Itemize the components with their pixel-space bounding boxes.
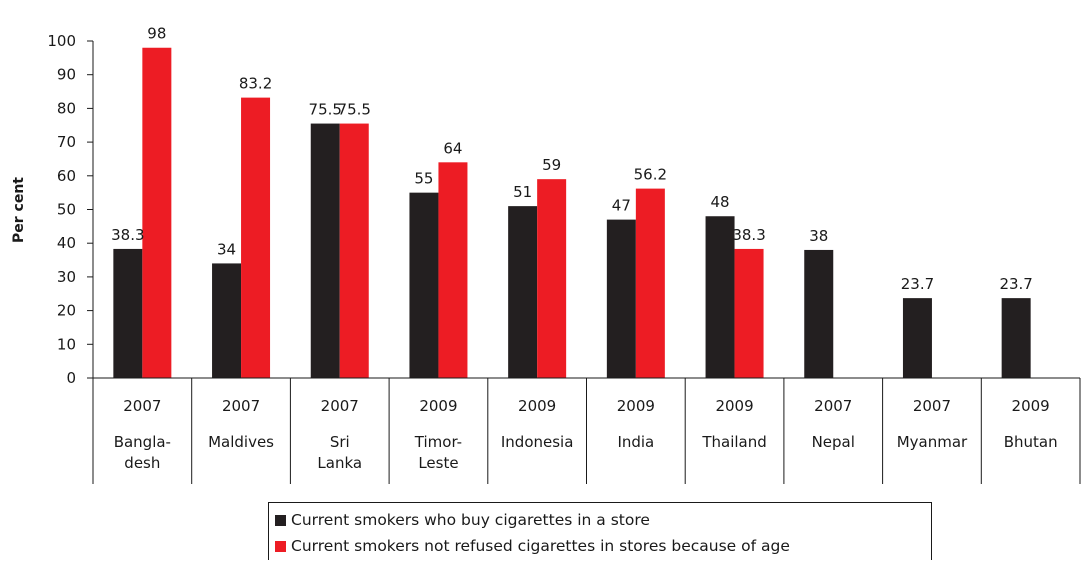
data-label: 23.7	[901, 275, 934, 293]
bar-chart: Per cent 0 10 20 30 40 50 60 70 80 90 100 38.3 34 75…	[11, 25, 1081, 484]
legend-label-age: Current smokers not refused cigarettes i…	[291, 537, 790, 555]
data-labels: 38.3 34 75.5 55 51 47 48 38 23.7 23.7 98 83.2 75.5 64…	[111, 25, 1033, 293]
bar-series-2	[438, 162, 468, 378]
bar-series-1	[705, 216, 735, 378]
data-label: 98	[147, 25, 166, 43]
bar-series-2	[142, 47, 172, 379]
x-tick-year: 2007	[814, 397, 852, 415]
bars	[113, 47, 1031, 379]
x-tick-country: Myanmar	[897, 433, 968, 451]
x-tick-country: Lanka	[317, 454, 362, 472]
data-label: 38.3	[111, 226, 144, 244]
bar-series-1	[113, 248, 143, 378]
x-tick-year: 2007	[123, 397, 161, 415]
y-tick-label: 10	[57, 335, 76, 353]
y-axis: 0 10 20 30 40 50 60 70 80 90 100	[47, 32, 94, 387]
x-tick-country: Bhutan	[1004, 433, 1058, 451]
y-tick-label: 40	[57, 234, 76, 252]
y-tick-label: 90	[57, 66, 76, 84]
data-label: 55	[414, 170, 433, 188]
legend: Current smokers who buy cigarettes in a …	[268, 502, 932, 560]
x-tick-year: 2009	[1012, 397, 1050, 415]
x-tick-year: 2009	[419, 397, 457, 415]
bar-series-2	[537, 179, 567, 378]
data-label: 83.2	[239, 75, 272, 93]
y-tick-label: 20	[57, 302, 76, 320]
x-tick-year: 2009	[518, 397, 556, 415]
data-label: 75.5	[338, 101, 371, 119]
x-tick-country: Maldives	[208, 433, 274, 451]
x-tick-country: Nepal	[812, 433, 855, 451]
legend-swatch-red	[275, 541, 286, 552]
y-tick-label: 0	[66, 369, 76, 387]
bar-series-1	[310, 123, 340, 378]
data-label: 48	[711, 193, 730, 211]
data-label: 23.7	[999, 275, 1032, 293]
x-tick-year: 2007	[913, 397, 951, 415]
y-tick-label: 80	[57, 99, 76, 117]
x-tick-country: desh	[124, 454, 160, 472]
x-tick-country: Timor-	[414, 433, 462, 451]
bar-series-2	[241, 97, 271, 378]
legend-item-age: Current smokers not refused cigarettes i…	[275, 537, 790, 555]
bar-series-2	[635, 188, 665, 378]
x-tick-year: 2009	[715, 397, 753, 415]
bar-series-2	[734, 248, 764, 378]
data-label: 51	[513, 183, 532, 201]
y-tick-label: 30	[57, 268, 76, 286]
bar-series-2	[339, 123, 369, 378]
y-tick-label: 60	[57, 167, 76, 185]
x-tick-country: Thailand	[701, 433, 766, 451]
data-label: 34	[217, 240, 236, 258]
x-tick-year: 2009	[617, 397, 655, 415]
data-label: 38.3	[732, 226, 765, 244]
legend-item-store: Current smokers who buy cigarettes in a …	[275, 511, 650, 529]
y-tick-label: 100	[47, 32, 76, 50]
bar-series-1	[804, 249, 834, 378]
bar-series-1	[409, 192, 439, 378]
x-tick-country: India	[617, 433, 654, 451]
bar-series-1	[1001, 298, 1031, 378]
data-label: 47	[612, 197, 631, 215]
x-tick-year: 2007	[222, 397, 260, 415]
bar-series-1	[212, 263, 242, 378]
data-label: 56.2	[634, 166, 667, 184]
x-tick-country: Leste	[418, 454, 458, 472]
legend-label-store: Current smokers who buy cigarettes in a …	[291, 511, 650, 529]
y-axis-label: Per cent	[11, 177, 27, 243]
y-tick-label: 70	[57, 133, 76, 151]
data-label: 75.5	[309, 101, 342, 119]
y-tick-label: 50	[57, 201, 76, 219]
data-label: 38	[809, 227, 828, 245]
bar-series-1	[606, 219, 636, 378]
x-axis-table: 2007 Bangla-desh 2007 Maldives 2007 Sri Lanka 2…	[92, 377, 1081, 484]
x-tick-country: Sri	[330, 433, 350, 451]
bar-series-1	[508, 206, 538, 378]
x-tick-country: Bangla-	[114, 433, 171, 451]
x-tick-year: 2007	[321, 397, 359, 415]
data-label: 59	[542, 156, 561, 174]
x-tick-country: Indonesia	[501, 433, 574, 451]
legend-swatch-black	[275, 515, 286, 526]
bar-series-1	[902, 298, 932, 378]
data-label: 64	[443, 139, 462, 157]
